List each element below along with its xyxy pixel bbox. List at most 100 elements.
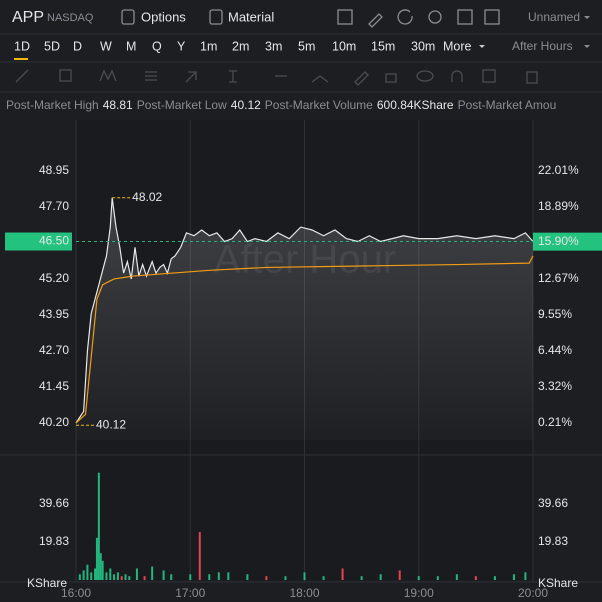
options-button[interactable]: Options xyxy=(141,9,186,24)
dropdown-arrow xyxy=(479,45,485,48)
x-tick-label: 16:00 xyxy=(61,586,91,600)
volume-unit: KShare xyxy=(538,576,578,590)
volume-bar xyxy=(360,576,363,580)
volume-bar xyxy=(198,532,201,580)
volume-bar xyxy=(303,572,306,580)
volume-bar xyxy=(170,574,173,580)
stats-row: Post-Market High 48.81 Post-Market Low 40.1… xyxy=(6,98,556,112)
last-change-box xyxy=(533,232,602,251)
y-tick-label: 42.70 xyxy=(39,343,69,357)
period-tab[interactable]: 1m xyxy=(200,39,217,53)
y2-tick-label: 12.67% xyxy=(538,271,579,285)
header-icons[interactable] xyxy=(337,9,500,28)
volume-bar xyxy=(524,572,527,580)
y2-tick-label: 3.32% xyxy=(538,379,572,393)
volume-bar xyxy=(217,572,220,580)
volume-bar xyxy=(86,564,89,580)
volume-bar xyxy=(135,568,138,580)
average-line xyxy=(75,255,534,424)
x-tick-label: 18:00 xyxy=(289,586,319,600)
volume-bar xyxy=(341,568,344,580)
volume-bar xyxy=(95,537,98,580)
y2-tick-label: 22.01% xyxy=(538,163,579,177)
period-tab[interactable]: 3m xyxy=(265,39,282,53)
y2-tick-label: 18.89% xyxy=(538,199,579,213)
stat-label: Post-Market Low xyxy=(137,98,227,112)
volume-bar xyxy=(101,560,104,580)
annotation-label: 40.12 xyxy=(96,417,126,431)
volume-bar xyxy=(162,570,165,580)
volume-bar xyxy=(97,472,100,580)
volume-bar xyxy=(265,576,268,580)
period-tab[interactable]: More xyxy=(443,39,472,53)
period-tab[interactable]: Y xyxy=(177,39,186,53)
volume-unit: KShare xyxy=(27,576,67,590)
volume-bar xyxy=(124,574,127,580)
last-price-box xyxy=(5,232,72,251)
volume-bar xyxy=(94,568,97,580)
layout-button[interactable]: Unnamed xyxy=(528,10,580,24)
period-tab[interactable]: Q xyxy=(152,39,162,53)
y-tick-label: 47.70 xyxy=(39,199,69,213)
stat-value: 40.12 xyxy=(231,98,261,112)
period-tab[interactable]: 1D xyxy=(14,39,30,53)
volume-bar xyxy=(455,574,458,580)
volume-tick-label: 39.66 xyxy=(538,496,568,510)
period-tab[interactable]: 30m xyxy=(411,39,435,53)
period-tab[interactable]: W xyxy=(100,39,112,53)
period-tab[interactable]: 15m xyxy=(371,39,395,53)
y2-tick-label: 0.21% xyxy=(538,415,572,429)
volume-bar xyxy=(227,572,230,580)
period-tab[interactable]: 10m xyxy=(332,39,356,53)
annotation-label: 48.02 xyxy=(132,190,162,204)
volume-bar xyxy=(116,572,119,580)
x-tick-label: 17:00 xyxy=(175,586,205,600)
volume-bar xyxy=(78,574,81,580)
period-bar: 1D 5D D W M Q Y 1m 2m 3m 5m 10m 15m 30m More xyxy=(14,39,485,60)
drawing-toolbar[interactable] xyxy=(15,69,538,86)
stat-label: Post-Market High xyxy=(6,98,99,112)
stat-label: Post-Market Amou xyxy=(458,98,557,112)
volume-bar xyxy=(82,570,85,580)
dropdown-arrow xyxy=(584,45,590,48)
volume-bar xyxy=(417,576,420,580)
price-line xyxy=(75,197,534,424)
volume-bar xyxy=(284,576,287,580)
period-tab[interactable]: 2m xyxy=(232,39,249,53)
last-price-label: 46.50 xyxy=(39,234,69,248)
volume-bar xyxy=(128,576,131,580)
y-tick-label: 43.95 xyxy=(39,307,69,321)
material-icon[interactable] xyxy=(209,9,223,25)
volume-bar xyxy=(322,576,325,580)
period-tab[interactable]: 5m xyxy=(298,39,315,53)
x-tick-label: 20:00 xyxy=(518,586,548,600)
last-change-label: 15.90% xyxy=(538,234,579,248)
period-tab[interactable]: 5D xyxy=(44,39,60,53)
y-tick-label: 41.45 xyxy=(39,379,69,393)
options-icon[interactable] xyxy=(121,9,135,25)
y2-tick-label: 6.44% xyxy=(538,343,572,357)
period-tab[interactable]: D xyxy=(73,39,82,53)
price-area xyxy=(76,197,533,440)
volume-bar xyxy=(120,576,123,580)
session-button[interactable]: After Hours xyxy=(512,39,573,53)
volume-bar xyxy=(151,566,154,580)
volume-bar xyxy=(379,574,382,580)
y-tick-label: 48.95 xyxy=(39,163,69,177)
volume-bar xyxy=(90,572,93,580)
volume-bar xyxy=(189,574,192,580)
stat-value: 600.84KShare xyxy=(377,98,454,112)
symbol[interactable]: APP xyxy=(12,9,44,26)
volume-bar xyxy=(208,574,211,580)
period-tab[interactable]: M xyxy=(126,39,136,53)
stat-label: Post-Market Volume xyxy=(265,98,373,112)
volume-bar xyxy=(493,576,496,580)
volume-bar xyxy=(436,576,439,580)
active-underline xyxy=(14,58,28,60)
y-tick-label: 45.20 xyxy=(39,271,69,285)
x-tick-label: 19:00 xyxy=(404,586,434,600)
y-tick-label: 40.20 xyxy=(39,415,69,429)
material-button[interactable]: Material xyxy=(228,9,274,24)
